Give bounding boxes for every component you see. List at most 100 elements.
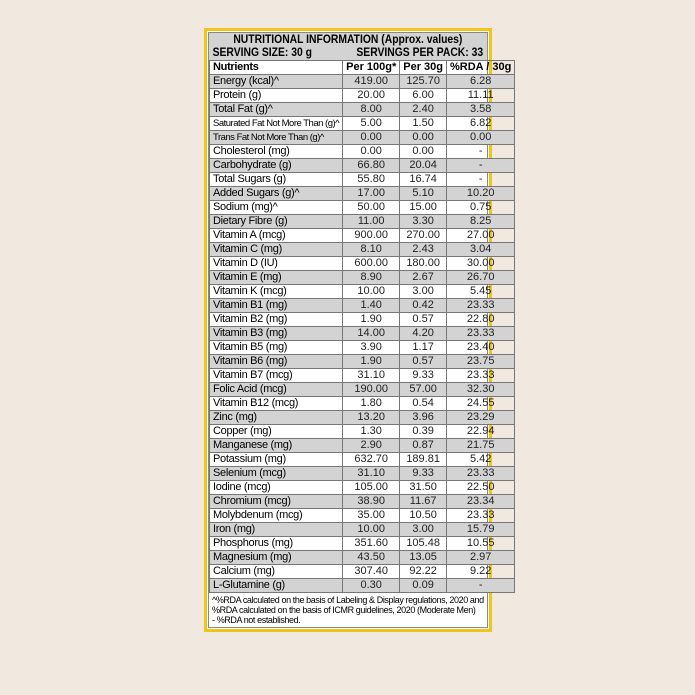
rda-value: -: [446, 144, 516, 159]
nutrient-name: Potassium (mg): [208, 452, 344, 467]
nutrient-name: Copper (mg): [208, 424, 344, 439]
per-100g-value: 900.00: [342, 228, 401, 243]
table-row: L-Glutamine (g) 0.30 0.09-: [208, 578, 516, 593]
per-100g-value: 13.20: [342, 410, 401, 425]
per-30g-value: 0.00: [399, 144, 448, 159]
nutrient-name: Vitamin K (mcg): [208, 284, 344, 299]
per-100g-value: 10.00: [342, 284, 401, 299]
per-100g-value: 1.30: [342, 424, 401, 439]
nutrient-name: Magnesium (mg): [208, 550, 344, 565]
rda-value: 0.75: [446, 200, 516, 215]
per-30g-value: 0.09: [399, 578, 448, 593]
per-100g-value: 632.70: [342, 452, 401, 467]
per-30g-value: 57.00: [399, 382, 448, 397]
nutrient-name: Saturated Fat Not More Than (g)^: [208, 116, 344, 131]
table-row: Vitamin B1 (mg) 1.40 0.42 23.33: [208, 298, 516, 313]
nutrition-table: Nutrients Per 100g* Per 30g %RDA / 30g E…: [208, 60, 516, 593]
table-row: Energy (kcal)^ 419.00 125.70 6.28: [208, 74, 516, 89]
rda-value: 2.97: [446, 550, 516, 565]
per-30g-value: 1.50: [399, 116, 448, 131]
per-30g-value: 9.33: [399, 466, 448, 481]
rda-value: 21.75: [446, 438, 516, 453]
rda-value: 22.50: [446, 480, 516, 495]
per-100g-value: 1.80: [342, 396, 401, 411]
nutrient-name: Zinc (mg): [208, 410, 344, 425]
per-100g-value: 0.30: [342, 578, 401, 593]
table-row: Dietary Fibre (g) 11.00 3.30 8.25: [208, 214, 516, 229]
table-row: Saturated Fat Not More Than (g)^ 5.00 1.50…: [208, 116, 516, 131]
rda-value: 10.55: [446, 536, 516, 551]
rda-value: 23.29: [446, 410, 516, 425]
nutrient-name: L-Glutamine (g): [208, 578, 344, 593]
per-30g-value: 92.22: [399, 564, 448, 579]
per-100g-value: 50.00: [342, 200, 401, 215]
rda-value: 23.33: [446, 368, 516, 383]
column-header: %RDA / 30g: [446, 60, 516, 75]
footnote-line: - %RDA not established.: [212, 615, 301, 625]
per-30g-value: 11.67: [399, 494, 448, 509]
per-100g-value: 8.10: [342, 242, 401, 257]
rda-value: 0.00: [446, 130, 516, 145]
rda-value: -: [446, 172, 516, 187]
servings-per-pack: SERVINGS PER PACK: 33: [356, 47, 484, 59]
rda-value: 23.33: [446, 298, 516, 313]
rda-value: 30.00: [446, 256, 516, 271]
per-30g-value: 105.48: [399, 536, 448, 551]
nutrient-name: Added Sugars (g)^: [208, 186, 344, 201]
table-row: Total Sugars (g) 55.80 16.74-: [208, 172, 516, 187]
per-30g-value: 0.42: [399, 298, 448, 313]
table-row: Vitamin B6 (mg) 1.90 0.57 23.75: [208, 354, 516, 369]
table-row: Potassium (mg) 632.70 189.81 5.42: [208, 452, 516, 467]
per-30g-value: 180.00: [399, 256, 448, 271]
nutrient-name: Calcium (mg): [208, 564, 344, 579]
rda-value: 8.25: [446, 214, 516, 229]
table-row: Vitamin B3 (mg) 14.00 4.20 23.33: [208, 326, 516, 341]
per-100g-value: 66.80: [342, 158, 401, 173]
per-100g-value: 20.00: [342, 88, 401, 103]
per-100g-value: 17.00: [342, 186, 401, 201]
per-100g-value: 307.40: [342, 564, 401, 579]
per-100g-value: 8.90: [342, 270, 401, 285]
per-30g-value: 189.81: [399, 452, 448, 467]
per-30g-value: 0.57: [399, 312, 448, 327]
per-100g-value: 351.60: [342, 536, 401, 551]
nutrient-name: Protein (g): [208, 88, 344, 103]
per-100g-value: 38.90: [342, 494, 401, 509]
nutrient-name: Dietary Fibre (g): [208, 214, 344, 229]
rda-value: 3.04: [446, 242, 516, 257]
footnote: ^%RDA calculated on the basis of Labelin…: [209, 593, 487, 627]
per-100g-value: 43.50: [342, 550, 401, 565]
per-100g-value: 11.00: [342, 214, 401, 229]
rda-value: 23.34: [446, 494, 516, 509]
rda-value: 6.28: [446, 74, 516, 89]
nutrient-name: Chromium (mcg): [208, 494, 344, 509]
nutrient-name: Vitamin A (mcg): [208, 228, 344, 243]
rda-value: 22.80: [446, 312, 516, 327]
table-row: Selenium (mcg) 31.10 9.33 23.33: [208, 466, 516, 481]
per-30g-value: 3.00: [399, 284, 448, 299]
nutrient-name: Iron (mg): [208, 522, 344, 537]
rda-value: 3.58: [446, 102, 516, 117]
rda-value: 23.75: [446, 354, 516, 369]
per-100g-value: 419.00: [342, 74, 401, 89]
table-row: Sodium (mg)^ 50.00 15.00 0.75: [208, 200, 516, 215]
per-30g-value: 9.33: [399, 368, 448, 383]
nutrient-name: Vitamin D (IU): [208, 256, 344, 271]
table-row: Magnesium (mg) 43.50 13.05 2.97: [208, 550, 516, 565]
nutrient-name: Vitamin B6 (mg): [208, 354, 344, 369]
per-100g-value: 5.00: [342, 116, 401, 131]
per-30g-value: 2.43: [399, 242, 448, 257]
per-30g-value: 4.20: [399, 326, 448, 341]
rda-value: 23.33: [446, 466, 516, 481]
nutrient-name: Energy (kcal)^: [208, 74, 344, 89]
rda-value: 32.30: [446, 382, 516, 397]
nutrient-name: Carbohydrate (g): [208, 158, 344, 173]
rda-value: 27.00: [446, 228, 516, 243]
rda-value: -: [446, 158, 516, 173]
per-30g-value: 0.87: [399, 438, 448, 453]
nutrient-name: Vitamin B3 (mg): [208, 326, 344, 341]
rda-value: 15.79: [446, 522, 516, 537]
per-100g-value: 10.00: [342, 522, 401, 537]
table-row: Trans Fat Not More Than (g)^ 0.00 0.00 0.00: [208, 130, 516, 145]
table-row: Phosphorus (mg) 351.60 105.48 10.55: [208, 536, 516, 551]
